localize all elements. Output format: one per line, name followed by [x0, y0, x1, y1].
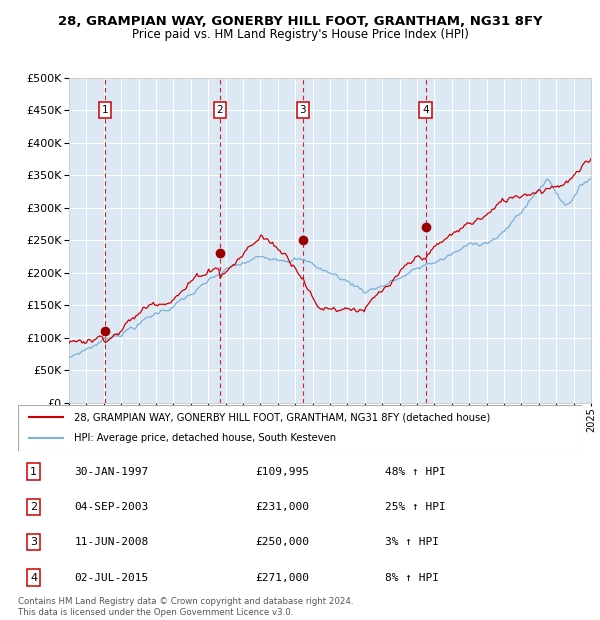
Text: 1: 1 — [30, 466, 37, 477]
Text: 4: 4 — [30, 572, 37, 583]
Text: £109,995: £109,995 — [255, 466, 309, 477]
Text: 4: 4 — [422, 105, 429, 115]
Text: 25% ↑ HPI: 25% ↑ HPI — [385, 502, 445, 512]
Text: 3: 3 — [30, 537, 37, 547]
Text: 28, GRAMPIAN WAY, GONERBY HILL FOOT, GRANTHAM, NG31 8FY (detached house): 28, GRAMPIAN WAY, GONERBY HILL FOOT, GRA… — [74, 412, 491, 422]
Text: 2: 2 — [217, 105, 223, 115]
Text: 02-JUL-2015: 02-JUL-2015 — [74, 572, 149, 583]
Text: HPI: Average price, detached house, South Kesteven: HPI: Average price, detached house, Sout… — [74, 433, 337, 443]
Text: Contains HM Land Registry data © Crown copyright and database right 2024.
This d: Contains HM Land Registry data © Crown c… — [18, 598, 353, 617]
Text: £231,000: £231,000 — [255, 502, 309, 512]
Text: 8% ↑ HPI: 8% ↑ HPI — [385, 572, 439, 583]
Text: 04-SEP-2003: 04-SEP-2003 — [74, 502, 149, 512]
Text: 11-JUN-2008: 11-JUN-2008 — [74, 537, 149, 547]
Text: £250,000: £250,000 — [255, 537, 309, 547]
Text: 3% ↑ HPI: 3% ↑ HPI — [385, 537, 439, 547]
Text: 48% ↑ HPI: 48% ↑ HPI — [385, 466, 445, 477]
Text: 3: 3 — [299, 105, 306, 115]
Text: Price paid vs. HM Land Registry's House Price Index (HPI): Price paid vs. HM Land Registry's House … — [131, 28, 469, 41]
Text: 1: 1 — [102, 105, 109, 115]
Text: 28, GRAMPIAN WAY, GONERBY HILL FOOT, GRANTHAM, NG31 8FY: 28, GRAMPIAN WAY, GONERBY HILL FOOT, GRA… — [58, 15, 542, 28]
Text: 30-JAN-1997: 30-JAN-1997 — [74, 466, 149, 477]
Text: £271,000: £271,000 — [255, 572, 309, 583]
Text: 2: 2 — [30, 502, 37, 512]
